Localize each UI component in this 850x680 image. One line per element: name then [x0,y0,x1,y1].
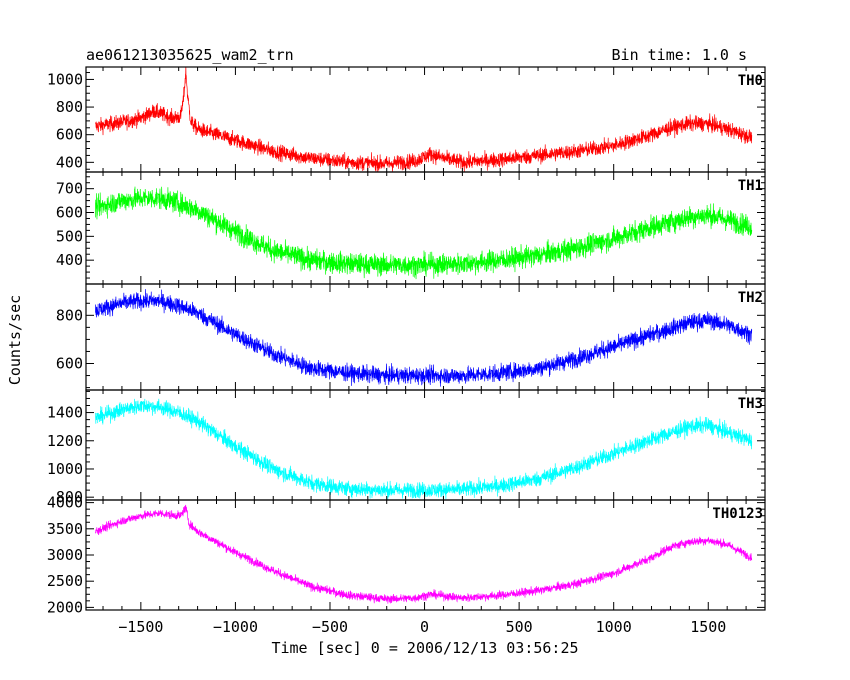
panel-label-th0: TH0 [738,73,763,89]
observation-title: ae061213035625_wam2_trn [86,46,294,64]
panel-frame [85,389,766,501]
series-line-th3 [95,398,753,500]
x-tick-label: −1500 [118,618,163,636]
x-tick-label: −500 [312,618,348,636]
x-tick-label: 500 [506,618,533,636]
x-tick-label: 1500 [690,618,726,636]
y-tick-label: 800 [56,306,83,324]
panels-group: 400 600 800 1000 TH0 400 500 600 700 TH1 600 800 TH2… [47,66,766,616]
panel-th2: 600 800 TH2 [56,283,766,391]
y-tick-label: 2500 [47,572,83,590]
y-tick-label: 600 [56,126,83,144]
y-tick-label: 3500 [47,520,83,538]
series-line-th2 [95,289,753,387]
panel-th0: 400 600 800 1000 TH0 [47,66,766,173]
panel-label-th2: TH2 [738,290,763,306]
x-axis: −1500 −1000 −500 0 500 1000 1500 [118,618,726,636]
y-tick-label: 800 [56,488,83,506]
series-line-th0 [95,67,753,172]
y-tick-label: 600 [56,204,83,222]
panel-label-th1: TH1 [738,178,763,194]
panel-th3: 800 1000 1200 1400 TH3 [47,389,766,506]
y-tick-label: 1000 [47,70,83,88]
y-tick-label: 700 [56,180,83,198]
y-tick-label: 2000 [47,598,83,616]
bin-time-label: Bin time: 1.0 s [612,46,747,64]
y-tick-label: 800 [56,98,83,116]
y-tick-label: 1000 [47,460,83,478]
y-tick-label: 400 [56,251,83,269]
series-line-th1 [95,186,753,280]
y-tick-label: 500 [56,227,83,245]
y-tick-label: 4000 [47,494,83,512]
panel-th1: 400 500 600 700 TH1 [56,171,766,285]
y-tick-label: 1400 [47,404,83,422]
x-tick-label: 1000 [596,618,632,636]
y-tick-label: 3000 [47,546,83,564]
y-tick-label: 1200 [47,432,83,450]
panel-label-th3: TH3 [738,396,763,412]
panel-label-th0123: TH0123 [712,506,763,522]
x-tick-label: −1000 [213,618,258,636]
y-tick-label: 400 [56,153,83,171]
series-line-th0123 [95,504,753,604]
y-axis-title: Counts/sec [6,295,24,385]
x-axis-title: Time [sec] 0 = 2006/12/13 03:56:25 [271,639,578,657]
y-tick-label: 600 [56,355,83,373]
panel-th0123: 2000 2500 3000 3500 4000 TH0123 [47,494,766,616]
x-tick-label: 0 [420,618,429,636]
